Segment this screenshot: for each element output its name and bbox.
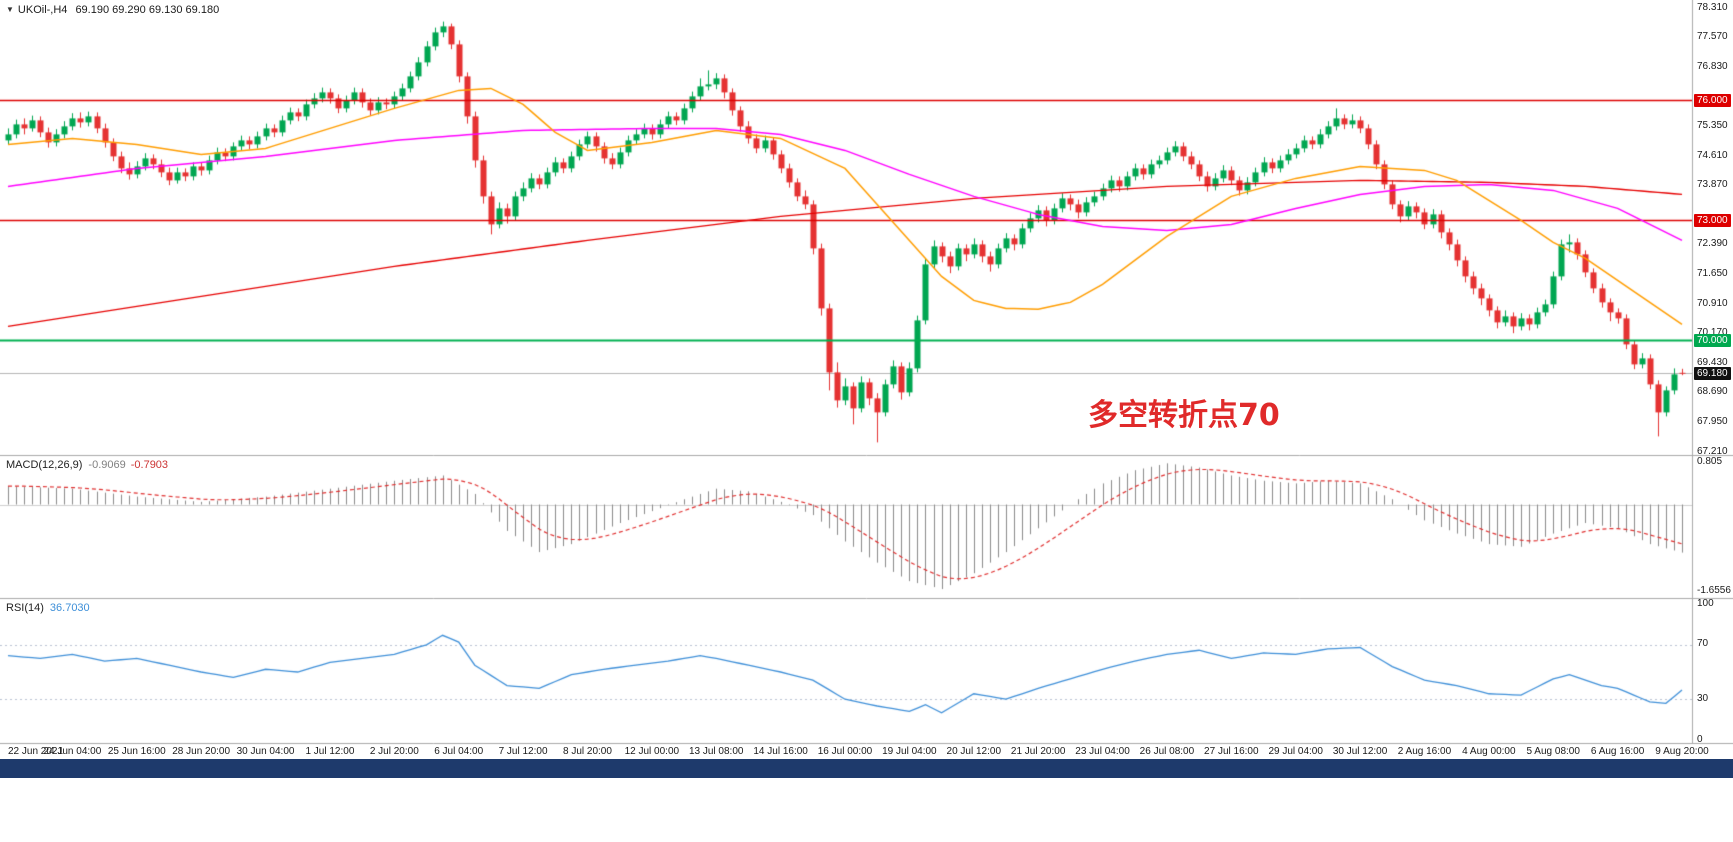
rsi-indicator-label: RSI(14) 36.7030 [6, 602, 90, 614]
time-axis-label: 30 Jun 04:00 [236, 746, 295, 757]
price-tick-label: 68.690 [1697, 386, 1728, 398]
price-tick-label: 74.610 [1697, 149, 1728, 161]
bottom-bar [0, 759, 1733, 778]
price-tick-label: 73.870 [1697, 179, 1728, 191]
time-axis-label: 27 Jul 16:00 [1204, 746, 1259, 757]
macd-name: MACD(12,26,9) [6, 459, 83, 471]
time-axis-label: 6 Aug 16:00 [1590, 746, 1645, 757]
time-axis-label: 2 Jul 20:00 [369, 746, 419, 757]
price-tick-label: 70.910 [1697, 297, 1728, 309]
rsi-scale-label: 0 [1697, 733, 1703, 745]
price-tick-label: 78.310 [1697, 1, 1728, 13]
symbol-timeframe-label: UKOil-,H4 [17, 4, 68, 16]
time-axis-label: 30 Jul 12:00 [1332, 746, 1388, 757]
ohlc-values: 69.190 69.290 69.130 69.180 [75, 4, 220, 16]
price-tick-label: 69.430 [1697, 356, 1728, 368]
time-axis-label: 24 Jun 04:00 [43, 746, 102, 757]
time-axis-label: 26 Jul 08:00 [1139, 746, 1195, 757]
time-axis-label: 16 Jul 00:00 [817, 746, 873, 757]
price-tick-label: 67.950 [1697, 415, 1728, 427]
time-axis-label: 9 Aug 20:00 [1655, 746, 1709, 757]
rsi-scale-label: 100 [1697, 597, 1714, 609]
time-axis-label: 1 Jul 12:00 [305, 746, 355, 757]
rsi-value: 36.7030 [49, 602, 90, 614]
time-axis-label: 23 Jul 04:00 [1075, 746, 1130, 757]
time-axis-label: 12 Jul 00:00 [624, 746, 680, 757]
collapse-icon[interactable]: ▼ [6, 5, 14, 14]
time-axis-label: 21 Jul 20:00 [1010, 746, 1066, 757]
time-axis-label: 7 Jul 12:00 [498, 746, 548, 757]
time-axis-label: 25 Jun 16:00 [107, 746, 166, 757]
chart-title: ▼ UKOil-,H4 69.190 69.290 69.130 69.180 [6, 4, 219, 16]
time-axis-label: 14 Jul 16:00 [753, 746, 808, 757]
macd-scale-top: 0.805 [1697, 456, 1723, 467]
price-tick-label: 72.390 [1697, 238, 1728, 250]
time-axis-label: 20 Jul 12:00 [946, 746, 1002, 757]
chart-annotation-text: 多空转折点70 [1088, 398, 1280, 433]
time-axis-label: 8 Jul 20:00 [562, 746, 612, 757]
rsi-scale-label: 30 [1697, 692, 1709, 704]
time-axis-label: 19 Jul 04:00 [882, 746, 937, 757]
price-tick-label: 77.570 [1697, 31, 1728, 43]
price-tick-label: 67.210 [1697, 445, 1728, 457]
macd-scale-bottom: -1.6556 [1697, 585, 1731, 596]
time-axis-label: 29 Jul 04:00 [1268, 746, 1323, 757]
price-level-badge: 73.000 [1694, 213, 1731, 227]
time-axis-label: 22 Jun 2021 [8, 746, 64, 757]
time-axis-label: 13 Jul 08:00 [688, 746, 744, 757]
price-level-badge: 69.180 [1694, 366, 1731, 380]
macd-signal-value: -0.7903 [130, 459, 169, 471]
time-axis-label: 2 Aug 16:00 [1397, 746, 1452, 757]
time-axis-label: 6 Jul 04:00 [434, 746, 484, 757]
price-tick-label: 71.650 [1697, 267, 1728, 279]
macd-main-value: -0.9069 [88, 459, 126, 471]
price-chart-canvas[interactable] [0, 0, 1733, 758]
macd-indicator-label: MACD(12,26,9) -0.9069 -0.7903 [6, 459, 168, 471]
time-axis-label: 5 Aug 08:00 [1526, 746, 1580, 757]
price-tick-label: 75.350 [1697, 119, 1728, 131]
rsi-scale-label: 70 [1697, 638, 1709, 650]
time-axis-label: 28 Jun 20:00 [172, 746, 231, 757]
price-level-badge: 76.000 [1694, 93, 1731, 107]
time-axis-label: 4 Aug 00:00 [1462, 746, 1516, 757]
price-tick-label: 76.830 [1697, 60, 1728, 72]
rsi-name: RSI(14) [6, 602, 44, 614]
price-level-badge: 70.000 [1694, 333, 1731, 347]
price-tick-label: 70.170 [1697, 327, 1728, 339]
